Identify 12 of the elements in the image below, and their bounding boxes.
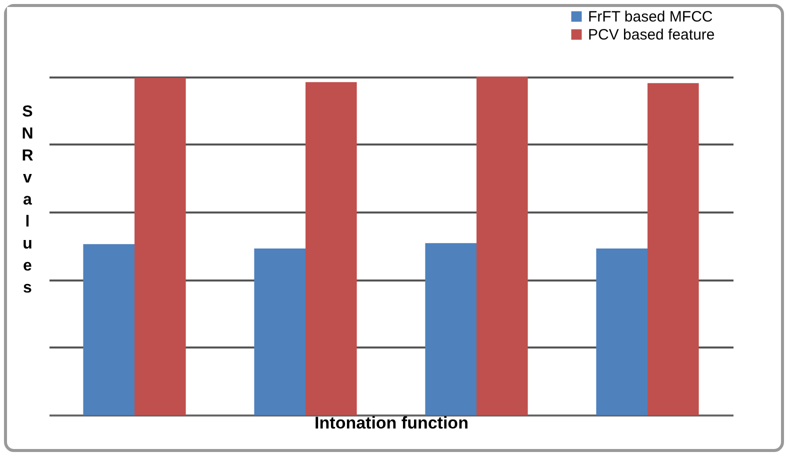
bar xyxy=(306,82,357,415)
bar xyxy=(254,248,306,415)
bar xyxy=(425,243,476,415)
bar xyxy=(596,248,648,415)
text: SNR values xyxy=(22,104,34,296)
legend-label: FrFT based MFCC xyxy=(588,8,713,26)
x-axis-title: Intonation function xyxy=(314,414,468,432)
legend-label: PCV based feature xyxy=(588,26,715,44)
bar xyxy=(648,83,699,415)
bar xyxy=(476,76,528,415)
bar xyxy=(134,78,186,415)
bar xyxy=(83,244,134,415)
